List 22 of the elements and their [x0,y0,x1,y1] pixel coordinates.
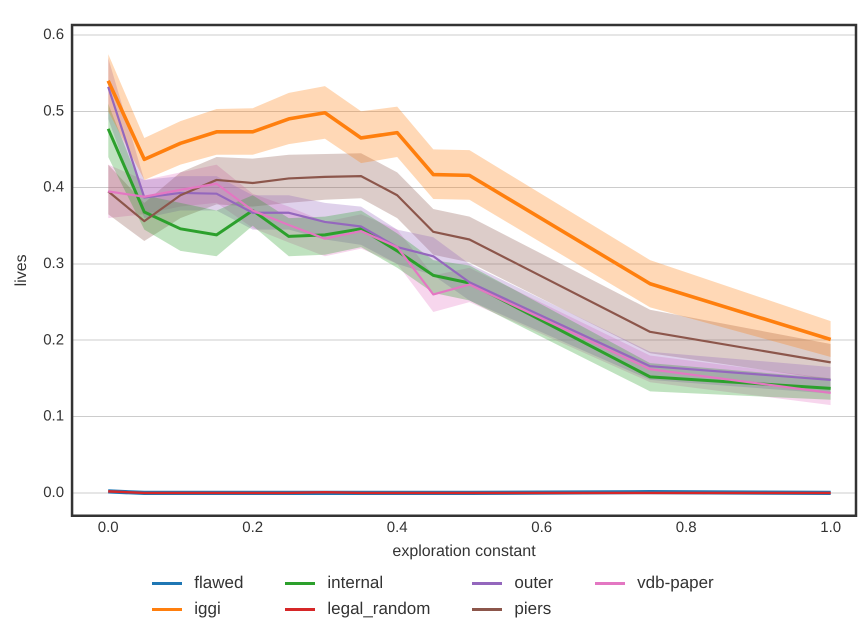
x-axis-title: exploration constant [392,542,536,560]
x-tick-label: 0.8 [676,518,697,536]
legend-label: flawed [194,573,244,593]
legend-label: legal_random [327,599,430,619]
legend-label: iggi [194,599,221,619]
y-tick-label: 0.2 [43,331,64,348]
y-tick-label: 0.4 [43,178,64,196]
y-tick-label: 0.0 [43,484,64,502]
x-tick-label: 0.4 [386,518,408,536]
y-tick-label: 0.6 [43,26,64,44]
x-tick-label: 0.2 [242,518,264,536]
x-tick-label: 0.0 [98,518,119,536]
x-tick-label: 1.0 [820,518,842,536]
legend-label: piers [514,599,552,619]
legend-label: vdb-paper [637,573,714,593]
x-tick-label: 0.6 [531,518,552,536]
y-axis-title: lives [13,254,30,286]
legend-label: internal [327,573,384,593]
legend-label: outer [514,573,554,593]
y-tick-label: 0.3 [43,255,64,272]
y-tick-label: 0.1 [43,408,64,425]
y-tick-label: 0.5 [43,102,64,120]
